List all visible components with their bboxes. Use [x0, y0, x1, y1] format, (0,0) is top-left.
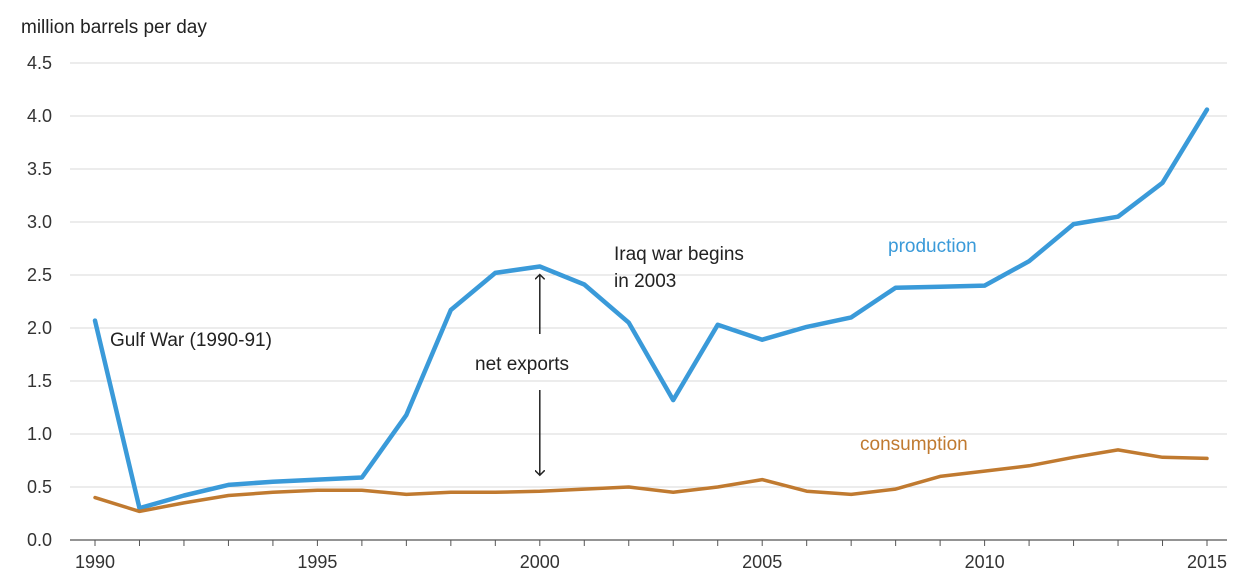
series-line-production	[92, 107, 1210, 511]
x-tick-label: 2000	[520, 552, 560, 572]
y-tick-label: 2.5	[27, 265, 52, 285]
x-tick-label: 1995	[297, 552, 337, 572]
annotation-iraq-war-line2: in 2003	[614, 271, 676, 292]
y-axis-ticks: 0.0 0.5 1.0 1.5 2.0 2.5 3.0 3.5 4.0 4.5	[27, 53, 52, 550]
y-tick-label: 3.0	[27, 212, 52, 232]
series-line-consumption	[93, 448, 1209, 514]
annotation-iraq-war-line1: Iraq war begins	[614, 244, 744, 265]
gridlines	[70, 62, 1227, 488]
y-tick-label: 4.5	[27, 53, 52, 73]
series-label-consumption: consumption	[860, 434, 968, 455]
y-axis-unit-label: million barrels per day	[21, 17, 207, 38]
x-tick-label: 2010	[965, 552, 1005, 572]
x-tick-label: 2005	[742, 552, 782, 572]
series-lines	[92, 107, 1210, 514]
y-tick-label: 1.0	[27, 424, 52, 444]
y-tick-label: 0.5	[27, 477, 52, 497]
x-tick-label: 2015	[1187, 552, 1227, 572]
y-tick-label: 1.5	[27, 371, 52, 391]
x-tick-label: 1990	[75, 552, 115, 572]
y-tick-label: 4.0	[27, 106, 52, 126]
y-tick-label: 3.5	[27, 159, 52, 179]
annotation-gulf-war: Gulf War (1990-91)	[110, 330, 272, 351]
annotation-net-exports: net exports	[475, 354, 569, 375]
y-tick-label: 0.0	[27, 530, 52, 550]
y-tick-label: 2.0	[27, 318, 52, 338]
series-label-production: production	[888, 236, 977, 257]
x-axis-ticks: 1990 1995 2000 2005 2010 2015	[75, 540, 1227, 572]
